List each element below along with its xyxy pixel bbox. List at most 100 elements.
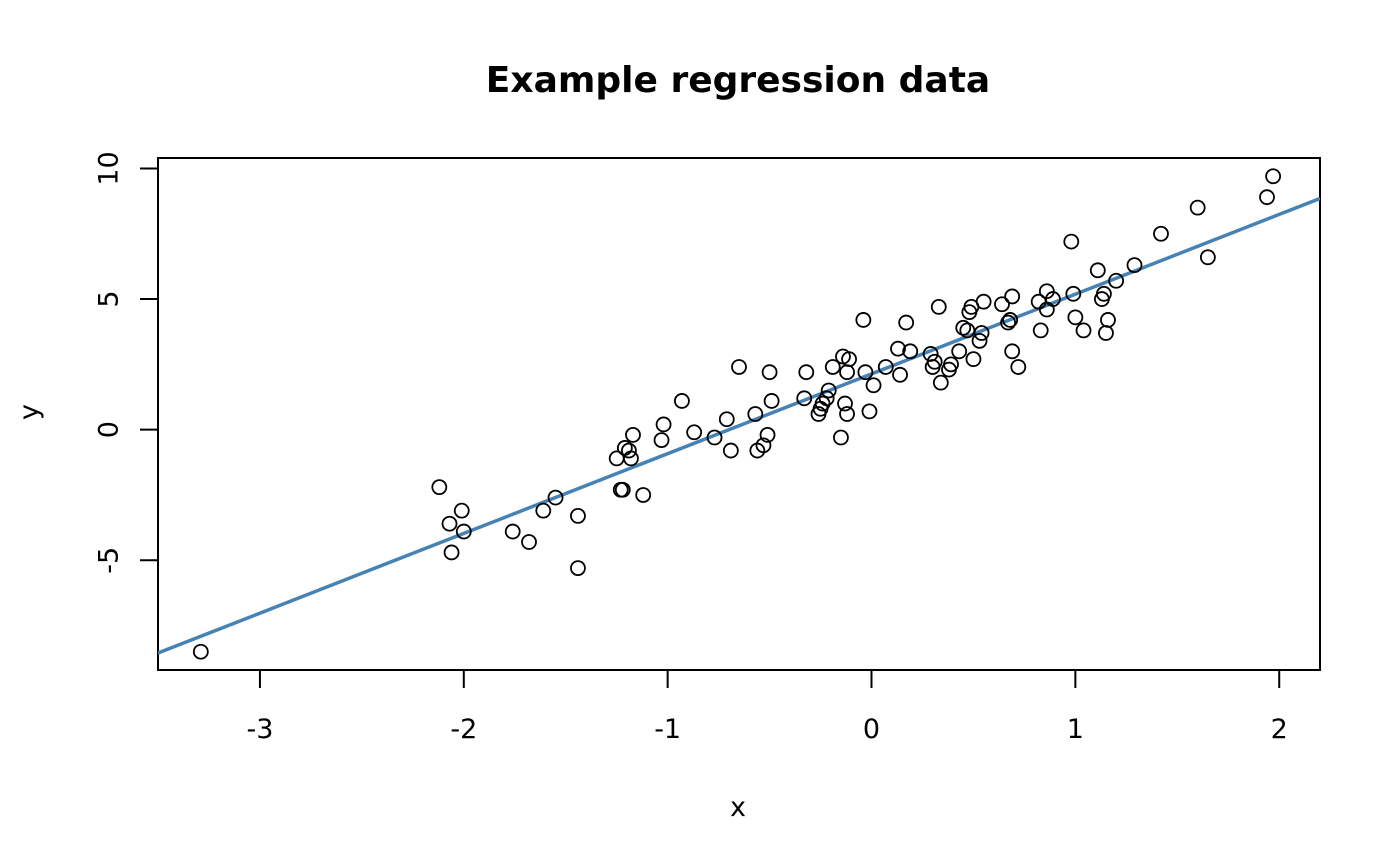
x-tick-label: 2 <box>1271 714 1288 745</box>
scatter-point <box>1153 225 1169 242</box>
scatter-point <box>798 364 815 381</box>
x-tick-label: -3 <box>246 714 273 745</box>
x-tick-label: 1 <box>1067 714 1084 745</box>
scatter-point <box>1265 168 1282 185</box>
scatter-point <box>761 364 778 381</box>
scatter-point <box>674 393 690 409</box>
scatter-point <box>763 393 780 409</box>
scatter-point <box>877 359 894 375</box>
scatter-point <box>1098 325 1114 341</box>
scatter-point <box>686 424 703 441</box>
scatter-point <box>890 340 906 357</box>
scatter-point <box>504 523 521 540</box>
scatter-point <box>443 544 460 561</box>
scatter-point <box>857 364 874 381</box>
scatter-point <box>655 416 672 433</box>
scatter-point <box>1000 314 1016 331</box>
chart-title: Example regression data <box>486 60 990 101</box>
scatter-point <box>839 364 855 381</box>
scatter-point <box>824 359 841 375</box>
scatter-point <box>955 319 972 336</box>
y-tick-label: -5 <box>93 547 124 574</box>
scatter-point <box>902 343 919 360</box>
scatter-point <box>951 343 968 360</box>
x-axis: -3 -2 -1 0 1 2 <box>246 669 1288 745</box>
scatter-point <box>837 395 853 412</box>
scatter-point <box>965 351 982 368</box>
scatter-point <box>841 351 857 368</box>
scatter-point <box>1010 359 1027 375</box>
scatter-point <box>971 332 988 349</box>
scatter-point <box>814 395 831 412</box>
scatter-point <box>1004 288 1021 305</box>
scatter-point <box>1189 199 1206 216</box>
scatter-point <box>892 366 908 383</box>
scatter-point <box>1259 189 1275 206</box>
y-axis: -5 0 5 10 <box>93 151 159 574</box>
scatter-point <box>1108 272 1125 289</box>
scatter-point <box>455 523 472 540</box>
scatter-point <box>614 481 631 498</box>
scatter-point <box>1100 312 1116 328</box>
scatter-point <box>1075 322 1092 339</box>
scatter-point <box>1045 291 1061 307</box>
scatter-point <box>943 356 959 373</box>
scatter-point <box>192 643 209 660</box>
y-axis-label: y <box>14 404 45 420</box>
scatter-point <box>865 377 882 394</box>
x-axis-label: x <box>730 792 746 823</box>
scatter-point <box>1004 343 1021 360</box>
scatter-point <box>547 489 564 506</box>
y-tick-label: 0 <box>93 421 124 438</box>
scatter-point <box>706 429 723 446</box>
scatter-point <box>1063 233 1080 250</box>
scatter-point <box>932 374 949 391</box>
scatter-point <box>820 382 837 399</box>
plot-area <box>157 157 1321 671</box>
scatter-point <box>621 442 637 459</box>
scatter-point <box>453 502 470 519</box>
scatter-point <box>755 437 772 454</box>
scatter-point <box>994 296 1010 313</box>
scatter-point <box>722 442 739 459</box>
regression-line <box>158 196 1320 655</box>
scatter-point <box>1032 322 1049 339</box>
scatter-point <box>839 406 855 422</box>
scatter-point <box>521 534 537 550</box>
plot-frame <box>157 157 1321 671</box>
x-tick-label: -2 <box>450 714 477 745</box>
x-tick-label: -1 <box>654 714 681 745</box>
scatter-point <box>1126 257 1143 274</box>
scatter-point <box>570 507 586 524</box>
scatter-point <box>833 429 849 446</box>
scatter-point <box>535 502 552 519</box>
scatter-point <box>431 479 448 496</box>
scatter-point <box>926 353 943 370</box>
y-tick-label: 10 <box>93 151 124 185</box>
scatter-point <box>747 406 764 422</box>
scatter-point <box>1002 312 1019 328</box>
scatter-points-layer <box>192 168 1282 660</box>
scatter-point <box>1096 285 1112 302</box>
scatter-point <box>718 411 735 428</box>
scatter-point <box>855 312 872 328</box>
scatter-point <box>625 426 641 443</box>
x-tick-label: 0 <box>863 714 880 745</box>
scatter-point <box>759 426 776 443</box>
scatter-point <box>861 403 878 420</box>
scatter-point <box>623 450 639 467</box>
scatter-point <box>653 432 670 449</box>
scatter-point <box>441 515 458 532</box>
regression-line-layer <box>158 196 1320 655</box>
scatter-point <box>1089 262 1106 279</box>
scatter-point <box>1067 309 1084 326</box>
y-tick-label: 5 <box>93 290 124 307</box>
scatter-point <box>1199 249 1216 266</box>
scatter-point <box>930 298 947 315</box>
scatter-point <box>796 390 813 407</box>
scatter-point <box>635 487 652 503</box>
scatter-point <box>818 390 835 407</box>
scatter-point <box>731 359 747 375</box>
scatter-point <box>570 560 586 577</box>
